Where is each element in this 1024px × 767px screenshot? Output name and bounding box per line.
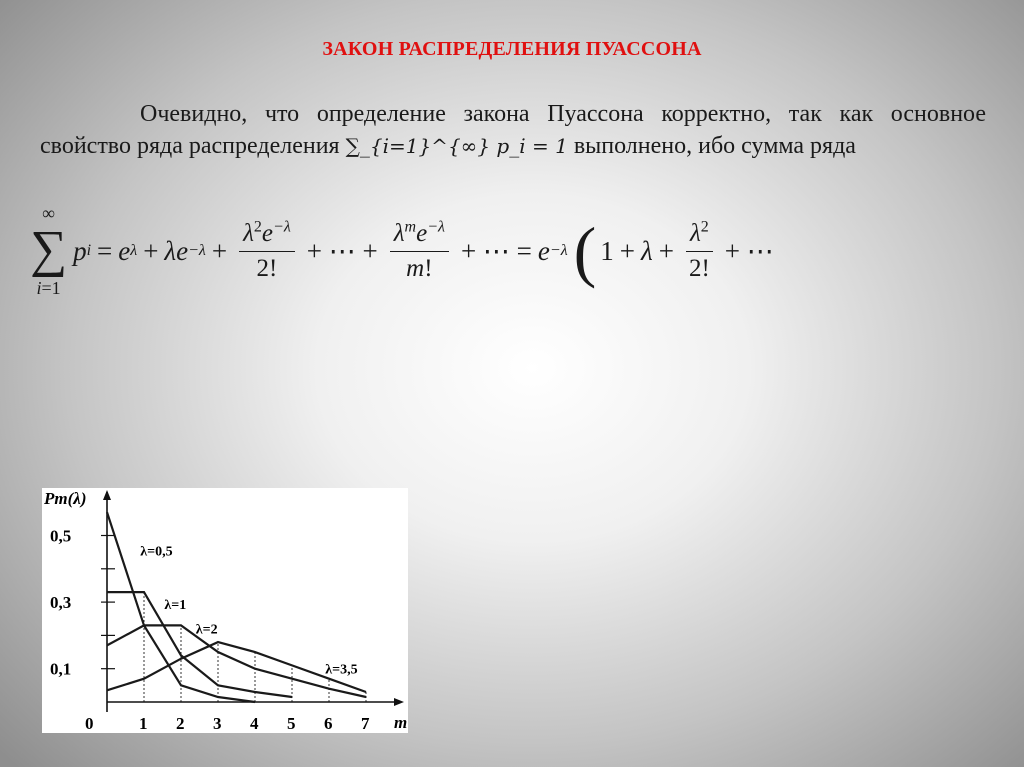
body-paragraph: Очевидно, что определение закона Пуассон…	[40, 98, 986, 162]
fraction-lambda2-short: λ2 2!	[685, 217, 713, 286]
series-label: λ=0,5	[140, 544, 172, 559]
x-axis-label: m	[394, 713, 407, 732]
series-label: λ=1	[164, 598, 186, 613]
y-tick-label: 0,1	[50, 660, 71, 679]
poisson-chart: Pm(λ) m 0,1 0,3 0,5 0 1 2 3 4 5 6 7 λ=0,5 λ=1 λ=2 λ=3,…	[42, 488, 408, 733]
series-line	[106, 624, 367, 699]
y-axis-label: Pm(λ)	[43, 489, 86, 508]
y-axis-arrow	[103, 490, 111, 500]
x-tick-label: 0	[85, 714, 94, 733]
sum-operator: ∞ ∑ i=1	[30, 203, 68, 298]
x-tick-label: 1	[139, 714, 148, 733]
x-tick-label: 6	[324, 714, 333, 733]
x-tick-label: 7	[361, 714, 370, 733]
y-tick-label: 0,3	[50, 593, 71, 612]
fraction-lambdam: λme−λ m!	[389, 217, 449, 286]
series-line	[105, 511, 256, 704]
x-tick-label: 4	[250, 714, 259, 733]
series-label: λ=2	[196, 623, 218, 638]
series-label: λ=3,5	[325, 663, 357, 678]
series-line	[106, 640, 367, 694]
x-tick-label: 3	[213, 714, 222, 733]
series-line	[107, 591, 293, 699]
x-tick-label: 2	[176, 714, 185, 733]
x-axis-arrow	[394, 698, 404, 706]
x-tick-label: 5	[287, 714, 296, 733]
fraction-lambda2: λ2e−λ 2!	[239, 217, 295, 286]
paragraph-text-2: выполнено, ибо сумма ряда	[567, 133, 856, 159]
y-tick-label: 0,5	[50, 527, 71, 546]
inline-formula: ∑_{i=1}^{∞} p_i = 1	[345, 134, 568, 158]
paragraph-text-1: Очевидно, что определение закона Пуассон…	[40, 101, 986, 159]
slide-title: ЗАКОН РАСПРЕДЕЛЕНИЯ ПУАССОНА	[322, 38, 702, 60]
